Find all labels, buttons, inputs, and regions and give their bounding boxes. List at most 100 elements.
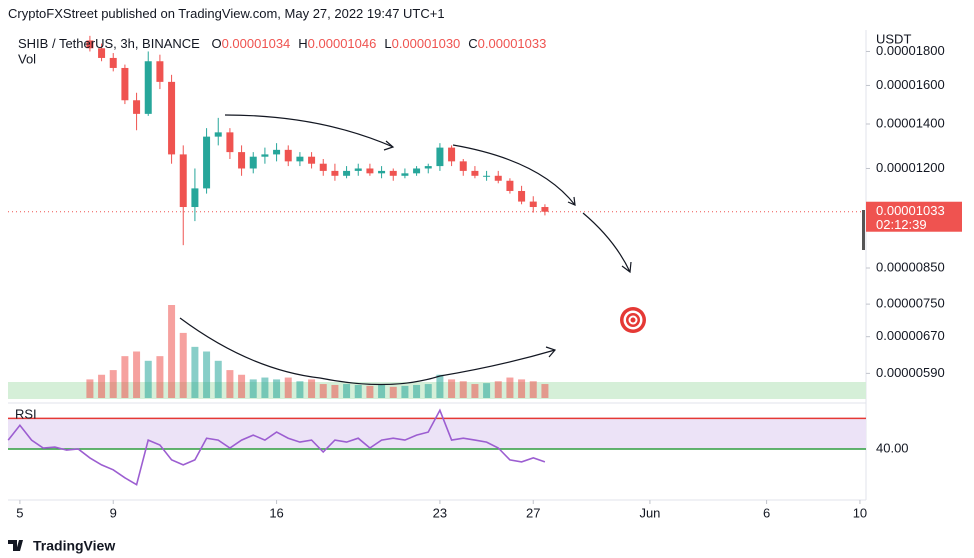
ohlc-value: 0.00001033 [477,36,547,51]
logo [8,540,23,551]
candle-body [343,170,351,176]
volume-bar [156,356,164,398]
candle-body [413,168,421,174]
candle-body [98,48,106,58]
volume-bar [389,386,397,398]
candle-body [331,170,339,176]
ohlc: O0.00001034 H0.00001046 L0.00001030 C0.0000… [203,36,546,51]
rsi-label: RSI [15,406,37,421]
volume-bar [226,370,234,398]
volume-bar [366,385,374,398]
candle-body [86,40,94,49]
volume-bar [261,377,269,398]
volume-bar [238,374,246,398]
volume-bar [494,381,502,398]
arrow-head [567,196,576,206]
candle-body [133,100,141,114]
volume-bar [284,377,292,398]
volume-bar [98,374,106,398]
y-tick-label: 0.00001800 [876,43,945,58]
ohlc-key: L [384,36,392,51]
candle-body [354,168,362,171]
volume-bar [401,385,409,398]
candle-body [191,188,199,208]
volume-bar [459,381,467,398]
y-tick-label: 0.00000590 [876,365,945,380]
candle-body [541,207,549,212]
candle-body [424,166,432,169]
x-tick-label: 16 [269,505,283,520]
candle-body [401,173,409,176]
volume-bar [378,384,386,398]
arrow-head [545,346,557,358]
volume-bar [191,346,199,398]
arrow-head [621,261,632,274]
volume-bar [331,384,339,398]
volume-bar [144,360,152,398]
ohlc-value: 0.00001046 [307,36,377,51]
symbol: SHIB / TetherUS, 3h, BINANCE [18,36,200,51]
candle-body [226,132,234,153]
x-tick-label: 9 [110,505,117,520]
volume-bar [168,305,176,398]
currency: USDT [876,31,911,46]
volume-bar [109,370,117,398]
candle-body [506,180,514,191]
volume-bar [308,379,316,398]
x-tick-label: Jun [639,505,660,520]
legend: SHIB / TetherUS, 3h, BINANCE O0.00001034… [18,36,546,51]
header-title: CryptoFXStreet published on TradingView.… [8,6,445,21]
marks: 0.00001800 0.00001600 0.00001400 0.00001200… [7,35,962,520]
volume-bar [203,351,211,398]
x-tick-label: 23 [433,505,447,520]
ohlc-key: H [298,36,308,51]
footer: TradingView [33,538,115,554]
arrow [179,317,556,386]
arrow [452,144,576,206]
candle-body [144,61,152,114]
volume-bar [319,384,327,398]
candle-body [471,170,479,176]
candle-body [308,156,316,164]
annotations [179,114,632,386]
volume-bar [413,384,421,398]
y-tick-label: 0.00001200 [876,160,945,175]
volume-bar [214,360,222,398]
candle-body [459,161,467,171]
target-icon [620,307,646,333]
candle-body [319,163,327,171]
candle-body [448,147,456,162]
volume-bar [249,379,257,398]
cursor-bar [862,210,865,250]
candle-body [249,156,257,169]
ohlc-key: C [468,36,478,51]
candle-body [529,201,537,208]
candle-body [494,175,502,181]
candle-body [366,168,374,174]
candle-body [261,154,269,157]
y-tick-label: 0.00000750 [876,296,945,311]
arrow [582,212,631,273]
last-price-label: 0.00001033 [876,203,945,218]
x-tick-label: 5 [16,505,23,520]
candle-body [273,149,281,155]
volume-bar [518,379,526,398]
last-price-box [866,201,962,232]
arrow-head [383,140,395,151]
candle-body [483,175,491,177]
candle-body [179,154,187,208]
rsi-line [7,408,546,486]
volume-bar [506,377,514,398]
candle-body [156,61,164,82]
volume-bar [448,379,456,398]
volume-bar [121,356,129,398]
countdown: 02:12:39 [876,217,927,232]
x-tick-label: 6 [763,505,770,520]
candle-body [284,149,292,162]
volume-bar [354,384,362,398]
volume-bar [343,384,351,398]
candle-body [168,81,176,155]
y-tick-label: 0.00000670 [876,328,945,343]
